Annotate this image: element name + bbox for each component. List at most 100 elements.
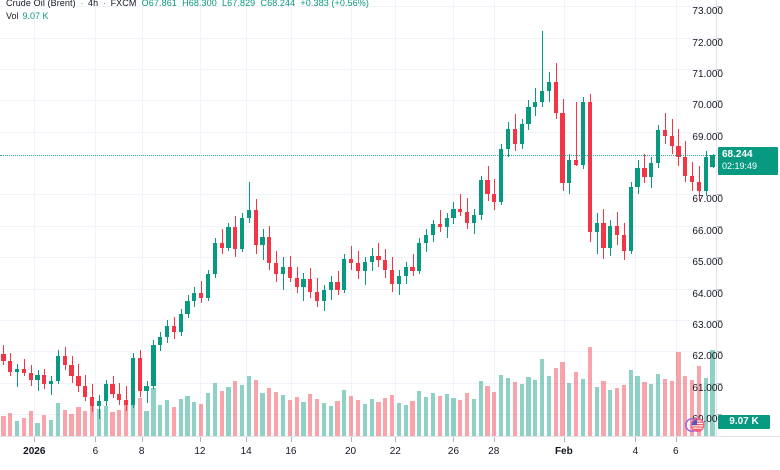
- candle-wick: [665, 112, 666, 145]
- candle-body: [649, 163, 654, 178]
- volume-bar: [710, 350, 715, 436]
- candle-body: [601, 222, 606, 248]
- candle-body: [226, 227, 231, 248]
- gridline-vertical: [142, 0, 143, 436]
- candle-wick: [535, 87, 536, 117]
- volume-bar: [499, 374, 504, 436]
- volume-bar: [274, 391, 279, 436]
- volume-bar: [260, 392, 265, 436]
- price-axis-label-text: 64.000: [692, 288, 723, 300]
- candle-body: [451, 208, 456, 218]
- candle-body: [103, 384, 108, 402]
- volume-bar: [287, 400, 292, 436]
- candle-body: [430, 224, 436, 236]
- candle-body: [35, 374, 40, 380]
- candle-body: [410, 266, 415, 272]
- candle-body: [14, 368, 20, 372]
- candle-body: [669, 136, 674, 146]
- candle-body: [519, 123, 524, 145]
- candle-body: [349, 258, 354, 264]
- volume-bar: [492, 391, 497, 436]
- volume-bar: [103, 405, 108, 436]
- time-axis-label: 8: [138, 446, 145, 457]
- candle-wick: [263, 228, 264, 261]
- candle-body: [662, 130, 667, 137]
- volume-bar: [164, 400, 170, 436]
- volume-bar: [199, 403, 204, 436]
- volume-bar: [669, 381, 674, 436]
- candle-wick: [99, 395, 100, 419]
- price-tick: [717, 414, 722, 415]
- candle-body: [110, 384, 115, 394]
- plot-area[interactable]: Crude Oil (Brent) · 4h · FXCM O67.861 H6…: [0, 0, 716, 436]
- volume-bar: [635, 376, 640, 436]
- volume-bar: [42, 415, 47, 436]
- candle-body: [396, 276, 402, 284]
- candle-body: [383, 260, 388, 270]
- candle-body: [96, 401, 101, 407]
- candle-wick: [17, 363, 18, 388]
- volume-bar: [696, 366, 702, 436]
- candle-body: [355, 263, 361, 272]
- price-axis-label-text: 66.000: [692, 225, 723, 237]
- candle-body: [342, 258, 347, 291]
- candle-body: [683, 156, 688, 176]
- gridline-horizontal: [0, 414, 716, 415]
- gridline-horizontal: [0, 289, 716, 290]
- volume-bar: [628, 369, 633, 436]
- volume-bar: [519, 384, 524, 436]
- volume-bar: [546, 375, 552, 436]
- price-tick: [717, 289, 722, 290]
- price-axis-label-text: 67.000: [692, 194, 723, 206]
- volume-bar: [239, 384, 245, 436]
- volume-bar: [124, 403, 129, 436]
- candle-body: [42, 374, 47, 385]
- volume-bar: [301, 402, 306, 436]
- price-axis-label-text: 62.000: [692, 351, 723, 363]
- candle-wick: [303, 272, 304, 302]
- candle-body: [76, 376, 81, 386]
- gridline-horizontal: [0, 100, 716, 101]
- candle-body: [533, 101, 538, 107]
- volume-bar: [171, 406, 176, 436]
- volume-bar: [553, 367, 558, 436]
- volume-bar: [533, 380, 538, 436]
- candle-body: [362, 261, 367, 272]
- price-tick: [717, 351, 722, 352]
- candle-body: [335, 282, 340, 291]
- candle-body: [376, 255, 381, 261]
- current-price-badge[interactable]: 68.244 02:19:49: [718, 147, 778, 176]
- candle-body: [69, 365, 74, 377]
- candle-body: [260, 236, 265, 245]
- volume-bar: [662, 379, 667, 436]
- volume-badge[interactable]: 9.07 K: [718, 415, 770, 429]
- gridline-horizontal: [0, 383, 716, 384]
- candle-wick: [249, 181, 250, 223]
- volume-bar: [192, 402, 197, 436]
- candle-body: [124, 399, 129, 405]
- volume-bar: [642, 382, 647, 436]
- volume-bar: [321, 402, 326, 436]
- time-tick: [291, 437, 292, 442]
- volume-bar: [130, 392, 136, 436]
- candle-body: [253, 210, 258, 245]
- candle-body: [219, 243, 224, 248]
- price-axis[interactable]: 73.000 72.000 71.000 70.000 69.000 67.000 66.0…: [692, 0, 780, 436]
- volume-bar: [185, 396, 190, 436]
- volume-bar: [314, 399, 320, 436]
- price-tick: [717, 320, 722, 321]
- candle-body: [287, 266, 292, 278]
- candle-body: [424, 235, 429, 244]
- volume-bar: [683, 375, 688, 436]
- time-axis-label: 12: [194, 446, 206, 457]
- time-axis[interactable]: 2026 6 8 12 14 16 20 22 26 28 Feb 4 6: [0, 436, 780, 470]
- gridline-vertical: [564, 0, 565, 436]
- price-axis-label-text: 73.000: [692, 6, 723, 18]
- candle-body: [321, 290, 326, 302]
- candle-wick: [365, 257, 366, 286]
- time-tick: [564, 437, 565, 442]
- volume-bar: [308, 394, 313, 436]
- candle-body: [655, 130, 661, 164]
- volume-bar: [464, 393, 470, 436]
- volume-bar: [471, 399, 477, 436]
